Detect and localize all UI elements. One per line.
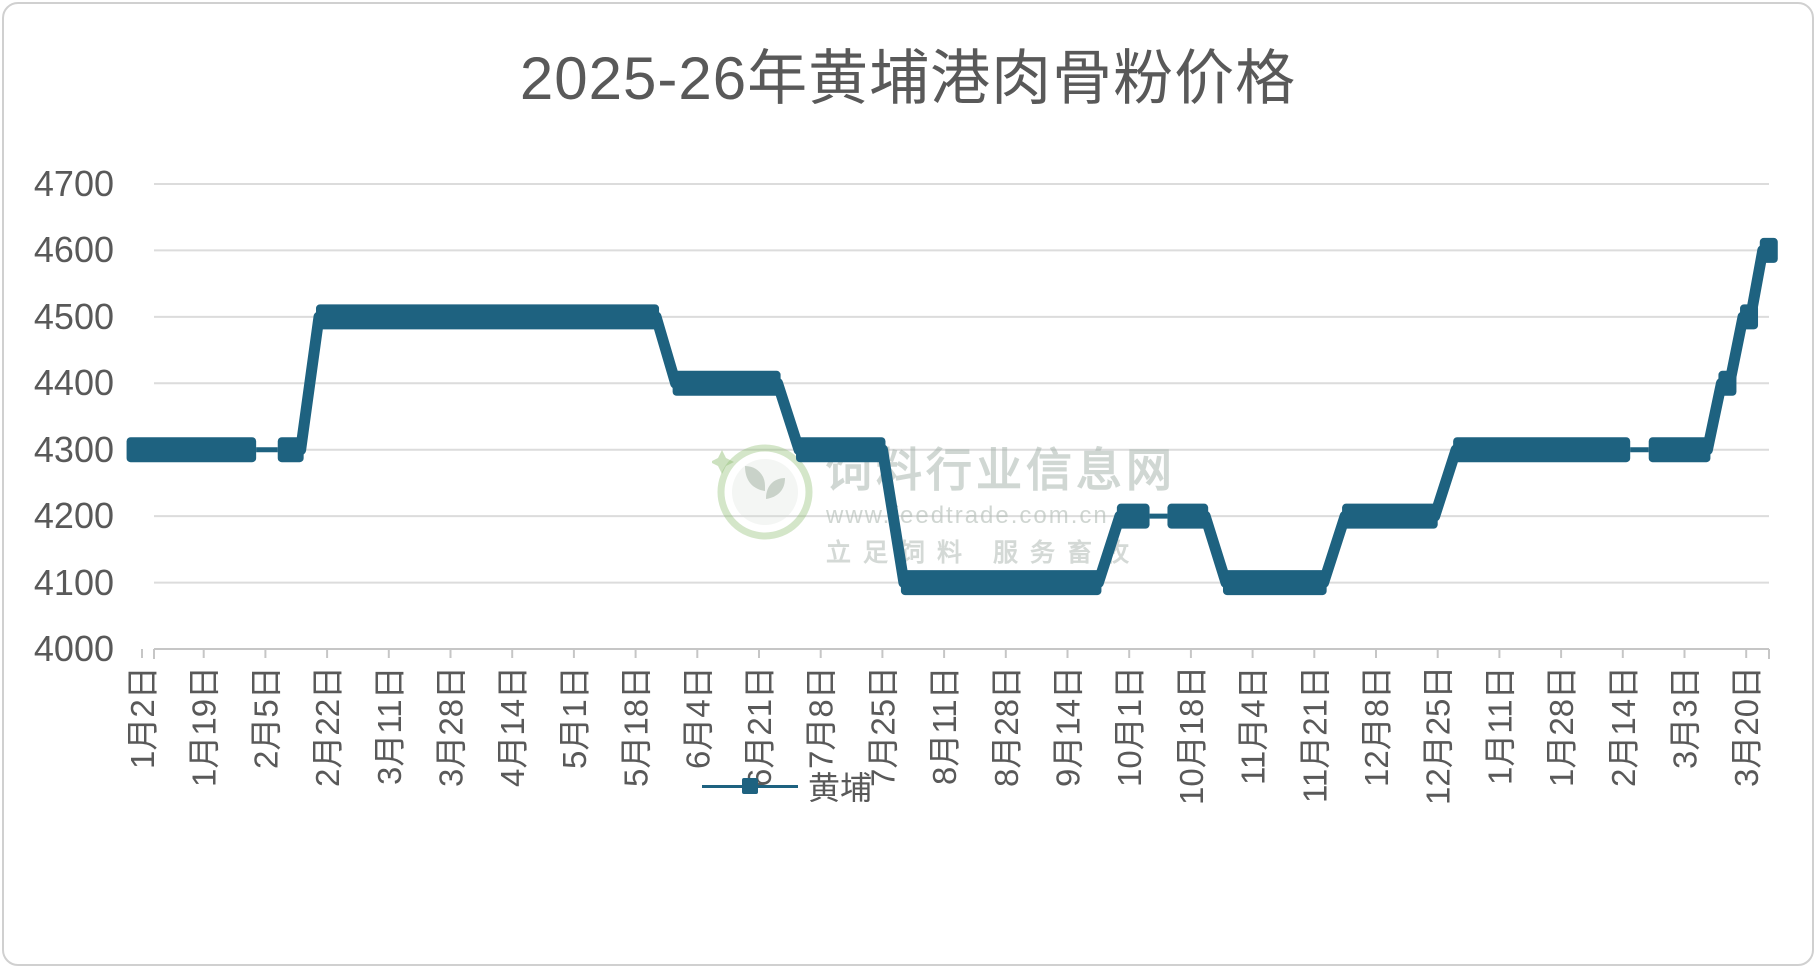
y-axis-label: 4700 bbox=[33, 163, 114, 204]
x-axis-label: 2月14日 bbox=[1604, 665, 1642, 787]
x-axis-label: 3月28日 bbox=[432, 665, 470, 787]
y-axis-label: 4300 bbox=[33, 428, 114, 470]
legend-label: 黄埔 bbox=[808, 770, 873, 806]
legend-square-icon bbox=[742, 778, 758, 794]
x-axis-label: 6月4日 bbox=[679, 666, 717, 769]
x-axis-label: 10月1日 bbox=[1111, 665, 1149, 787]
x-axis-label: 8月11日 bbox=[926, 666, 964, 785]
x-axis-label: 4月14日 bbox=[494, 665, 532, 787]
x-axis-label: 2月22日 bbox=[309, 665, 347, 787]
x-axis-label: 8月28日 bbox=[987, 665, 1025, 787]
series-layer bbox=[126, 237, 1778, 596]
y-axis-label: 4000 bbox=[33, 628, 114, 669]
chart-title: 2025-26年黄埔港肉骨粉价格 bbox=[519, 45, 1297, 112]
x-axis-label: 3月3日 bbox=[1666, 666, 1704, 769]
y-axis-label: 4400 bbox=[33, 362, 114, 404]
x-axis-label: 3月11日 bbox=[370, 666, 408, 785]
x-axis-label: 9月14日 bbox=[1049, 665, 1087, 787]
x-axis-label: 3月20日 bbox=[1728, 665, 1766, 787]
x-axis-label: 11月21日 bbox=[1296, 666, 1334, 803]
x-axis-label: 2月5日 bbox=[247, 666, 285, 769]
x-axis-label: 7月8日 bbox=[802, 666, 840, 769]
x-axis-label: 10月18日 bbox=[1172, 665, 1210, 805]
y-axis-label: 4500 bbox=[33, 295, 114, 337]
x-axis-label: 12月8日 bbox=[1358, 665, 1395, 787]
x-axis-label: 11月4日 bbox=[1234, 666, 1272, 785]
legend: 黄埔 bbox=[702, 764, 872, 808]
x-axis-label: 1月28日 bbox=[1543, 665, 1581, 787]
x-axis-label: 5月1日 bbox=[555, 666, 593, 769]
x-axis-label: 5月18日 bbox=[617, 665, 655, 787]
y-axis-label: 4600 bbox=[33, 229, 114, 271]
legend-series-marker-icon bbox=[702, 778, 798, 794]
x-axis-label: 1月2日 bbox=[124, 666, 161, 769]
y-axis-label: 4100 bbox=[33, 561, 114, 603]
x-axis-label: 1月19日 bbox=[185, 665, 223, 787]
x-axis-label: 1月11日 bbox=[1481, 666, 1519, 785]
x-axis-label: 12月25日 bbox=[1419, 665, 1457, 805]
y-axis-label: 4200 bbox=[33, 495, 114, 537]
